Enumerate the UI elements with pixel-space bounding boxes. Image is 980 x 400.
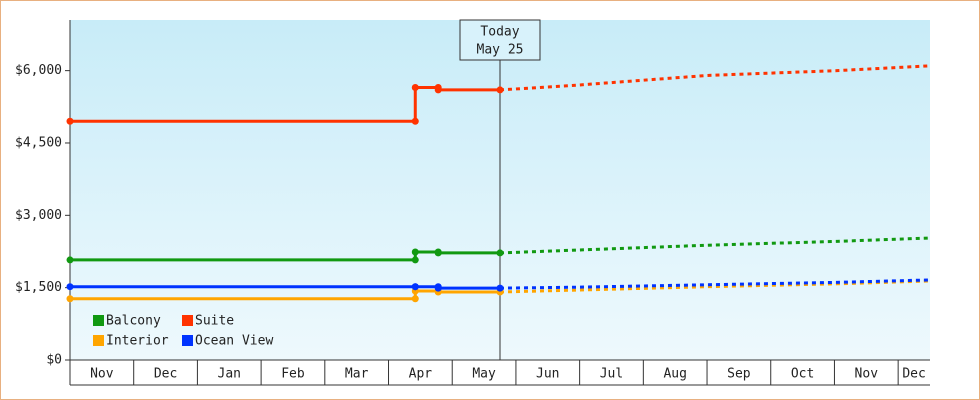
forecast-line [499, 64, 931, 92]
data-point [496, 249, 504, 257]
data-point [66, 117, 74, 125]
data-point [411, 117, 419, 125]
forecast-line [499, 236, 931, 255]
x-tick-label: Nov [855, 367, 879, 382]
legend-swatch [182, 335, 193, 346]
x-tick-label: Feb [281, 367, 305, 382]
data-point [66, 283, 74, 291]
data-point [411, 283, 419, 291]
legend-label: Suite [195, 314, 234, 329]
x-tick-label: Sep [727, 367, 751, 382]
x-tick-label: Dec [902, 367, 925, 382]
legend-label: Balcony [106, 314, 161, 329]
legend-swatch [93, 335, 104, 346]
data-point [434, 86, 442, 94]
today-label: May 25 [477, 43, 524, 58]
y-tick-label: $4,500 [15, 135, 62, 150]
x-tick-label: Mar [345, 367, 369, 382]
x-tick-label: Aug [663, 367, 686, 382]
y-tick-label: $1,500 [15, 280, 62, 295]
series-line [70, 250, 500, 262]
data-point [496, 86, 504, 94]
x-tick-label: Oct [791, 367, 814, 382]
y-tick-label: $0 [46, 353, 62, 368]
x-tick-label: Apr [409, 367, 433, 382]
data-point [496, 284, 504, 292]
series-line [70, 86, 500, 123]
x-tick-label: Dec [154, 367, 177, 382]
today-label: Today [480, 25, 519, 40]
legend-swatch [93, 315, 104, 326]
data-point [411, 295, 419, 303]
data-point [411, 84, 419, 92]
y-tick-label: $3,000 [15, 208, 62, 223]
x-tick-label: Jan [218, 367, 241, 382]
data-point [411, 256, 419, 264]
x-tick-label: Jul [600, 367, 623, 382]
legend-label: Interior [106, 334, 169, 349]
x-tick-label: May [472, 367, 496, 382]
legend-swatch [182, 315, 193, 326]
data-point [434, 249, 442, 257]
legend-label: Ocean View [195, 334, 273, 349]
data-point [434, 284, 442, 292]
data-point [411, 248, 419, 256]
x-tick-label: Nov [90, 367, 114, 382]
series-line [70, 289, 500, 301]
data-point [66, 256, 74, 264]
data-point [66, 295, 74, 303]
y-tick-label: $6,000 [15, 63, 62, 78]
x-tick-label: Jun [536, 367, 559, 382]
today-box [459, 19, 541, 61]
forecast-line [499, 278, 931, 290]
